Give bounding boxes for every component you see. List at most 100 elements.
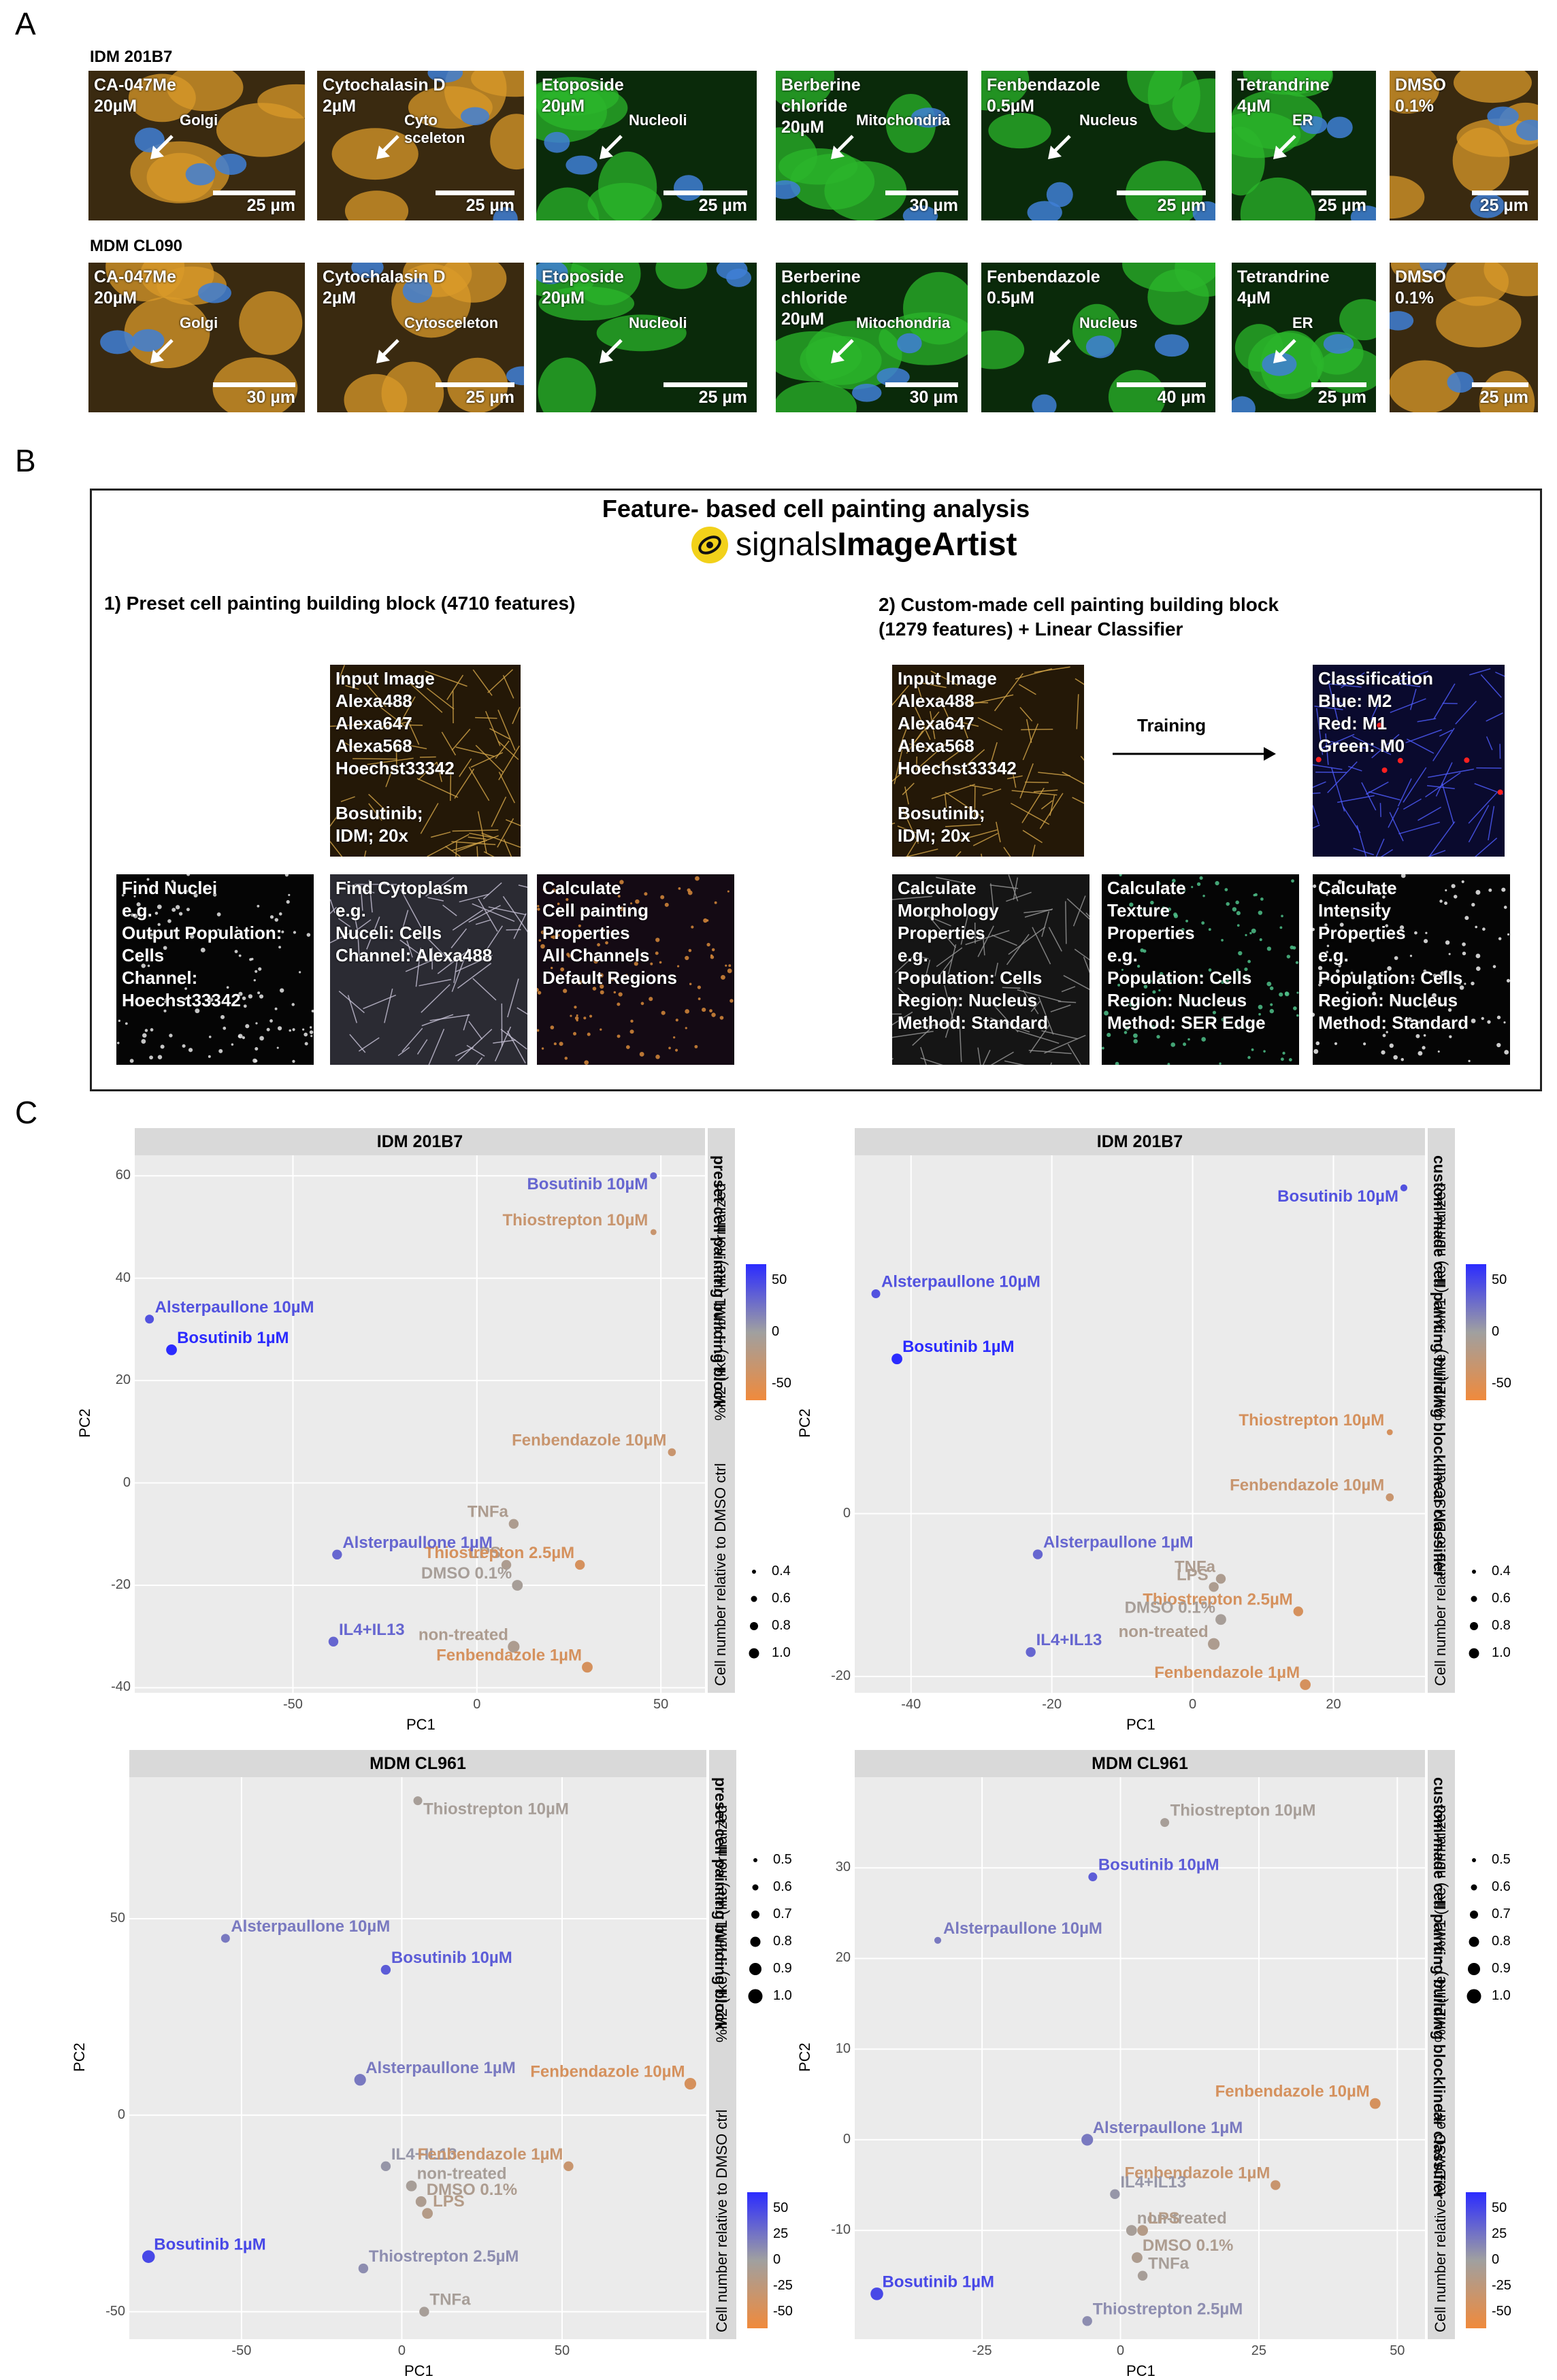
cell-dot bbox=[600, 1028, 602, 1030]
arrow-icon bbox=[1047, 133, 1074, 161]
fiber bbox=[489, 907, 526, 914]
cell-dot bbox=[1401, 1058, 1404, 1061]
scale-bar-label: 25 µm bbox=[1318, 388, 1366, 408]
cell-dot bbox=[1313, 1049, 1318, 1054]
fiber bbox=[473, 978, 496, 1000]
data-point bbox=[1300, 1679, 1311, 1690]
data-point bbox=[329, 1637, 338, 1647]
fiber bbox=[1077, 694, 1079, 729]
cell-dot bbox=[1496, 1043, 1501, 1047]
size-legend-dot bbox=[1466, 1852, 1482, 1868]
cell-dot bbox=[641, 1002, 644, 1006]
cell-dot bbox=[728, 964, 731, 967]
data-point bbox=[1081, 2134, 1093, 2145]
data-point bbox=[221, 1934, 230, 1943]
organelle-annotation: ER bbox=[1292, 314, 1313, 332]
fiber bbox=[1388, 808, 1398, 828]
cell-dot bbox=[1390, 1044, 1394, 1048]
point-label: Alsterpaullone 1µM bbox=[1043, 1534, 1194, 1552]
y-tick-label: 0 bbox=[101, 1475, 131, 1491]
fiber bbox=[1403, 767, 1426, 802]
cell-dot bbox=[145, 1029, 148, 1032]
panel-letter-b: B bbox=[15, 442, 36, 479]
size-legend-label: 1.0 bbox=[1492, 1645, 1511, 1661]
point-label: Fenbendazole 10µM bbox=[1215, 2083, 1370, 2101]
color-legend-tick: 25 bbox=[1492, 2226, 1507, 2242]
cell-dot bbox=[1187, 1038, 1190, 1041]
y-tick-label: 0 bbox=[821, 1506, 851, 1521]
point-label: non-treated bbox=[419, 1625, 508, 1644]
cell-body bbox=[988, 113, 1051, 148]
fiber bbox=[1313, 806, 1319, 825]
data-point bbox=[1083, 2316, 1092, 2326]
fiber bbox=[1469, 805, 1488, 842]
cell-dot bbox=[574, 1006, 576, 1008]
data-point bbox=[416, 2196, 427, 2207]
data-point bbox=[1126, 2225, 1137, 2236]
cell-dot bbox=[695, 876, 700, 881]
data-point bbox=[509, 1519, 519, 1529]
fiber bbox=[1313, 825, 1320, 837]
y-tick-label: 30 bbox=[821, 1860, 851, 1875]
fiber bbox=[1062, 987, 1075, 992]
cell-dot bbox=[1503, 1021, 1505, 1023]
cell-dot bbox=[1263, 1050, 1266, 1053]
fiber bbox=[491, 797, 506, 827]
fiber bbox=[1025, 782, 1049, 783]
cell-dot bbox=[685, 1027, 687, 1029]
arrow-icon bbox=[149, 133, 176, 161]
y-tick-label: -20 bbox=[821, 1668, 851, 1684]
size-legend-dot bbox=[1466, 1564, 1482, 1580]
cell-dot bbox=[307, 933, 311, 937]
training-label: Training bbox=[1137, 715, 1206, 736]
calc-texture-label: Calculate Texture Properties e.g. Popula… bbox=[1107, 877, 1266, 1034]
cell-dot bbox=[1201, 1037, 1206, 1042]
cell-dot bbox=[1487, 1020, 1490, 1023]
fiber bbox=[1040, 793, 1063, 829]
size-legend-dot bbox=[1466, 1618, 1482, 1634]
nucleus bbox=[544, 132, 570, 153]
color-legend-bar bbox=[1466, 1264, 1486, 1400]
fiber bbox=[461, 1057, 482, 1065]
cell-dot bbox=[150, 1028, 154, 1031]
cell-dot bbox=[1296, 991, 1298, 993]
color-gradient bbox=[747, 2192, 768, 2328]
scale-bar bbox=[1117, 191, 1206, 195]
arrow-icon bbox=[1047, 337, 1074, 365]
x-tick-label: -50 bbox=[227, 2343, 257, 2359]
cell-dot bbox=[182, 1044, 186, 1048]
scale-bar-label: 30 µm bbox=[910, 196, 958, 216]
x-axis-label: PC1 bbox=[406, 1716, 436, 1734]
cell-dot bbox=[1247, 1056, 1250, 1059]
fiber bbox=[1495, 672, 1505, 690]
color-legend-tick: 50 bbox=[1492, 2200, 1507, 2216]
cell-dot bbox=[1313, 1012, 1315, 1017]
fiber bbox=[1428, 769, 1474, 777]
cell-dot bbox=[289, 1029, 291, 1032]
cell-dot bbox=[711, 1012, 715, 1017]
data-point bbox=[1138, 2271, 1147, 2281]
scale-bar-label: 40 µm bbox=[1158, 388, 1206, 408]
cell-dot bbox=[209, 1036, 212, 1038]
cell-dot bbox=[565, 1057, 568, 1060]
cell-dot bbox=[1475, 926, 1477, 929]
fiber bbox=[363, 995, 395, 1009]
y-axis-label: PC2 bbox=[71, 2043, 88, 2072]
facet-title: IDM 201B7 bbox=[135, 1128, 705, 1155]
cell-dot bbox=[576, 1014, 578, 1017]
cell-dot bbox=[1475, 890, 1480, 895]
cell-dot bbox=[1102, 1046, 1104, 1049]
nucleus bbox=[1155, 334, 1189, 357]
fiber bbox=[456, 747, 495, 757]
cell-dot bbox=[1270, 1004, 1273, 1006]
cell-dot bbox=[1504, 906, 1507, 909]
m1-cell bbox=[1382, 767, 1388, 773]
scale-bar bbox=[1472, 191, 1528, 195]
point-label: Fenbendazole 10µM bbox=[1230, 1476, 1384, 1495]
cell-dot bbox=[689, 949, 692, 953]
arrow-icon bbox=[375, 133, 402, 161]
